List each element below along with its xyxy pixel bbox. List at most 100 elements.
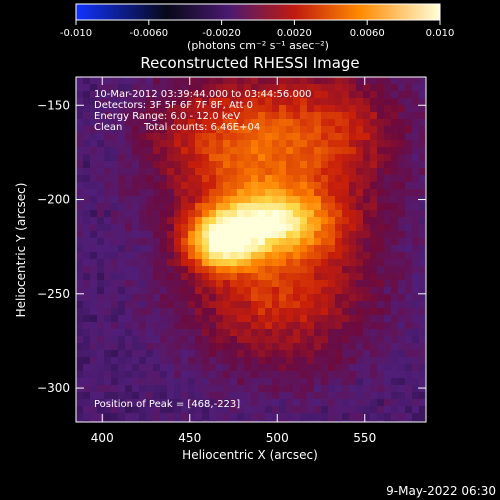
heatmap-pixel (76, 84, 84, 92)
heatmap-pixel (188, 154, 196, 162)
heatmap-pixel (405, 252, 413, 260)
heatmap-pixel (104, 231, 112, 239)
heatmap-pixel (146, 322, 154, 330)
heatmap-pixel (111, 245, 119, 253)
heatmap-pixel (314, 266, 322, 274)
heatmap-pixel (363, 280, 371, 288)
heatmap-pixel (174, 357, 182, 365)
heatmap-pixel (146, 385, 154, 393)
heatmap-pixel (321, 322, 329, 330)
heatmap-pixel (244, 84, 252, 92)
heatmap-pixel (293, 133, 301, 141)
heatmap-pixel (342, 175, 350, 183)
heatmap-pixel (342, 399, 350, 407)
heatmap-pixel (293, 161, 301, 169)
heatmap-pixel (139, 385, 147, 393)
heatmap-pixel (377, 182, 385, 190)
heatmap-pixel (251, 182, 259, 190)
heatmap-pixel (83, 371, 91, 379)
heatmap-pixel (230, 245, 238, 253)
heatmap-pixel (216, 343, 224, 351)
heatmap-pixel (181, 126, 189, 134)
heatmap-pixel (90, 182, 98, 190)
heatmap-pixel (377, 175, 385, 183)
heatmap-pixel (174, 371, 182, 379)
heatmap-pixel (202, 385, 210, 393)
heatmap-pixel (405, 238, 413, 246)
heatmap-pixel (363, 329, 371, 337)
heatmap-pixel (321, 112, 329, 120)
heatmap-pixel (111, 329, 119, 337)
heatmap-pixel (111, 147, 119, 155)
heatmap-pixel (293, 420, 301, 422)
heatmap-pixel (321, 77, 329, 85)
heatmap-pixel (370, 84, 378, 92)
heatmap-pixel (391, 343, 399, 351)
heatmap-pixel (307, 308, 315, 316)
heatmap-pixel (412, 189, 420, 197)
heatmap-pixel (132, 357, 140, 365)
heatmap-pixel (300, 322, 308, 330)
heatmap-pixel (300, 343, 308, 351)
heatmap-pixel (230, 238, 238, 246)
heatmap-pixel (139, 175, 147, 183)
heatmap-pixel (356, 203, 364, 211)
heatmap-pixel (349, 161, 357, 169)
heatmap-pixel (209, 175, 217, 183)
heatmap-pixel (405, 329, 413, 337)
heatmap-pixel (146, 224, 154, 232)
heatmap-pixel (335, 350, 343, 358)
heatmap-pixel (153, 133, 161, 141)
heatmap-pixel (293, 322, 301, 330)
heatmap-pixel (356, 259, 364, 267)
heatmap-pixel (160, 91, 168, 99)
colorbar-gradient (75, 3, 441, 21)
heatmap-pixel (90, 322, 98, 330)
heatmap-pixel (223, 147, 231, 155)
heatmap-pixel (398, 245, 406, 253)
heatmap-pixel (104, 182, 112, 190)
heatmap-pixel (349, 182, 357, 190)
heatmap-pixel (223, 329, 231, 337)
heatmap-pixel (139, 245, 147, 253)
heatmap-pixel (321, 210, 329, 218)
heatmap-pixel (419, 119, 426, 127)
heatmap-pixel (314, 350, 322, 358)
heatmap-pixel (167, 357, 175, 365)
heatmap-pixel (181, 196, 189, 204)
heatmap-pixel (321, 280, 329, 288)
heatmap-pixel (195, 77, 203, 85)
heatmap-pixel (370, 273, 378, 281)
heatmap-pixel (125, 91, 133, 99)
heatmap-pixel (335, 133, 343, 141)
heatmap-pixel (293, 189, 301, 197)
heatmap-pixel (314, 238, 322, 246)
heatmap-pixel (244, 301, 252, 309)
heatmap-pixel (237, 217, 245, 225)
heatmap-pixel (321, 385, 329, 393)
heatmap-pixel (118, 322, 126, 330)
heatmap-pixel (223, 420, 231, 422)
heatmap-pixel (363, 364, 371, 372)
heatmap-pixel (244, 217, 252, 225)
heatmap-pixel (321, 343, 329, 351)
heatmap-pixel (391, 364, 399, 372)
heatmap-pixel (342, 112, 350, 120)
heatmap-pixel (97, 189, 105, 197)
heatmap-pixel (251, 168, 259, 176)
heatmap-pixel (370, 238, 378, 246)
heatmap-pixel (97, 308, 105, 316)
heatmap-pixel (209, 238, 217, 246)
annotation-time-range: 10-Mar-2012 03:39:44.000 to 03:44:56.000 (94, 89, 312, 100)
heatmap-pixel (377, 196, 385, 204)
heatmap-pixel (216, 350, 224, 358)
heatmap-pixel (328, 329, 336, 337)
heatmap-pixel (342, 224, 350, 232)
heatmap-pixel (132, 119, 140, 127)
heatmap-pixel (90, 266, 98, 274)
heatmap-pixel (181, 252, 189, 260)
heatmap-pixel (195, 357, 203, 365)
heatmap-pixel (223, 217, 231, 225)
heatmap-pixel (132, 84, 140, 92)
heatmap-pixel (209, 350, 217, 358)
